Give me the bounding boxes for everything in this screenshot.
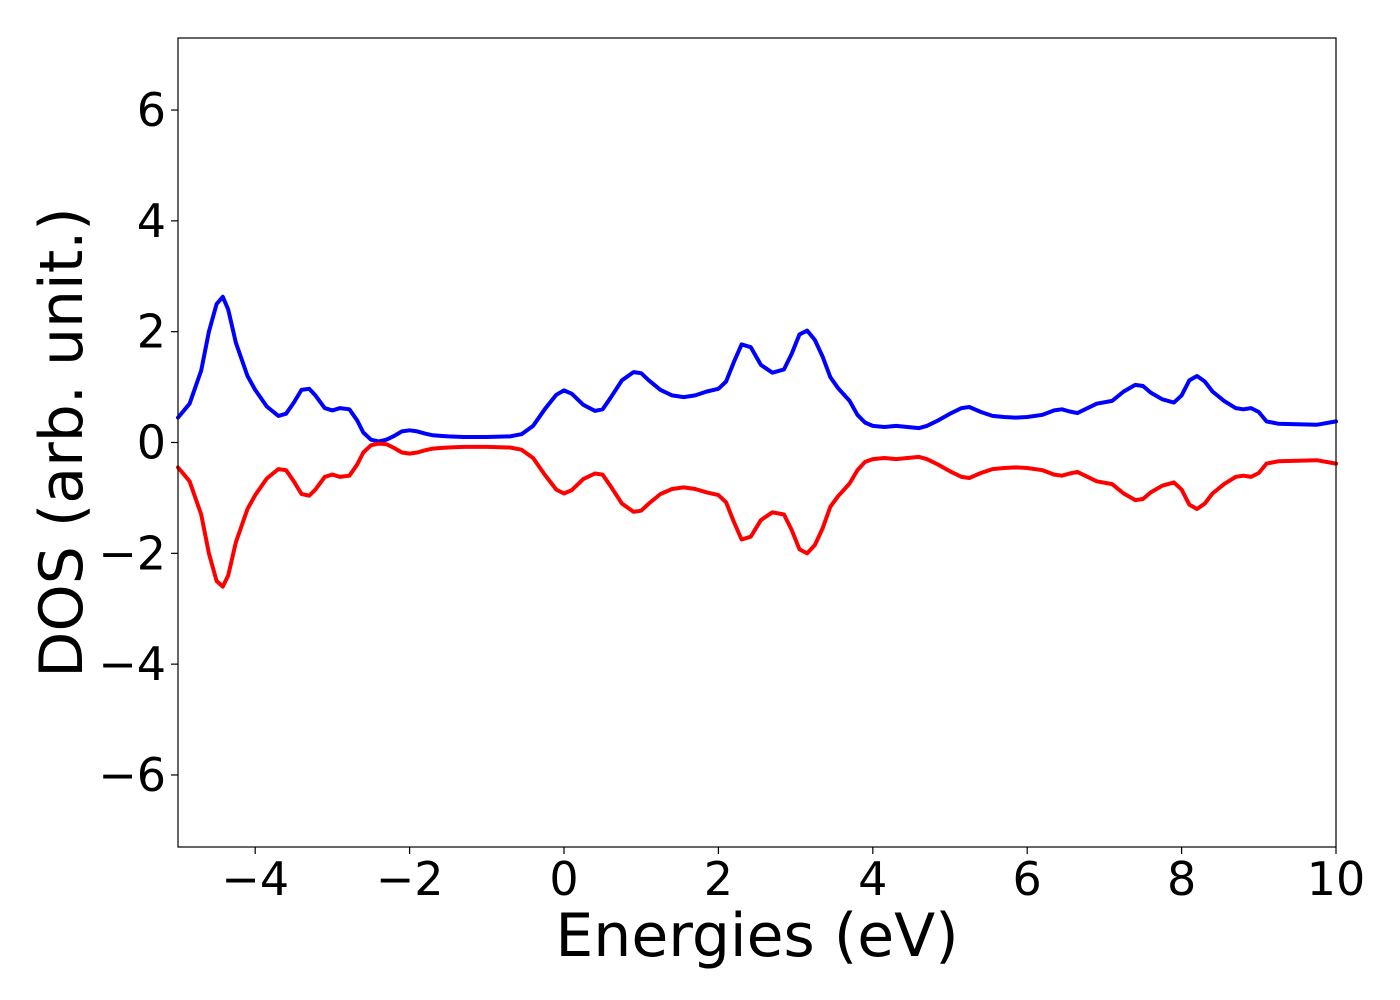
- x-tick-label: 4: [858, 852, 887, 906]
- y-tick-label: −4: [98, 637, 166, 691]
- y-tick-label: −6: [98, 748, 166, 802]
- x-tick-label: 6: [1013, 852, 1042, 906]
- y-tick-label: −2: [98, 526, 166, 580]
- x-tick-label: −2: [376, 852, 444, 906]
- y-tick-label: 2: [137, 305, 166, 359]
- x-tick-label: 8: [1167, 852, 1196, 906]
- series-line-2: [176, 441, 1338, 589]
- x-tick-label: −4: [221, 852, 289, 906]
- y-tick-label: 4: [137, 194, 166, 248]
- x-tick-label: 10: [1307, 852, 1366, 906]
- plot-frame: [177, 37, 1337, 848]
- axis-ticks: −4 −2 0 2 4 6 8 10 −6 −4 −2 0 2 4 6: [98, 83, 1365, 906]
- x-tick-label: 2: [704, 852, 733, 906]
- x-axis-label: Energies (eV): [555, 901, 958, 971]
- series-line-1: [176, 294, 1338, 444]
- plot-area: [176, 294, 1338, 589]
- y-axis-label: DOS (arb. unit.): [27, 207, 97, 677]
- y-tick-label: 0: [137, 416, 166, 470]
- x-tick-label: 0: [549, 852, 578, 906]
- y-tick-label: 6: [137, 83, 166, 137]
